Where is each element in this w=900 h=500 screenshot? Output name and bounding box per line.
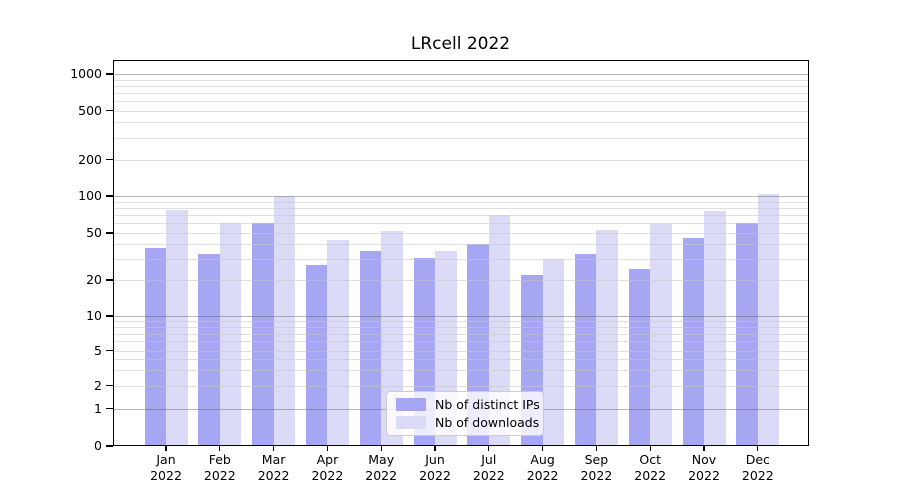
minor-gridline-9 [113,321,809,323]
y-tick-label-10: 10 [86,308,102,323]
minor-gridline-30 [113,259,809,261]
y-tick-label-0: 0 [94,438,102,453]
minor-gridline-900 [113,79,809,81]
x-tick-mark-jan [165,446,167,451]
x-tick-label-mar: Mar 2022 [257,452,290,483]
y-tick-mark-500 [106,109,113,112]
y-tick-label-1000: 1000 [70,66,102,81]
x-tick-mark-jul [488,446,490,451]
minor-gridline-60 [113,223,809,225]
minor-gridline-300 [113,137,809,139]
legend-item-distinct-ips: Nb of distinct IPs [396,397,540,412]
y-tick-label-200: 200 [78,151,102,167]
bar-nb-of-downloads-aug [542,259,565,446]
x-tick-mark-feb [219,446,221,451]
bar-nb-of-distinct-ips-jan [144,248,166,446]
bar-nb-of-downloads-mar [273,196,296,446]
bar-nb-of-downloads-nov [704,210,726,446]
legend: Nb of distinct IPs Nb of downloads [386,391,544,436]
x-tick-label-jul: Jul 2022 [472,452,505,483]
y-tick-mark-0 [106,445,113,447]
y-tick-label-50: 50 [86,225,102,240]
minor-gridline-20 [113,280,809,281]
minor-gridline-600 [113,100,809,102]
bar-nb-of-distinct-ips-oct [628,268,651,446]
bar-nb-of-distinct-ips-may [359,251,382,446]
x-tick-label-jan: Jan 2022 [150,452,182,483]
y-tick-label-500: 500 [78,102,102,118]
legend-label-distinct-ips: Nb of distinct IPs [435,397,540,412]
x-tick-mark-aug [541,446,544,451]
x-tick-label-nov: Nov 2022 [688,452,720,483]
chart-title: LRcell 2022 [410,34,511,54]
major-gridline-1000 [113,74,809,76]
x-tick-mark-nov [703,446,705,451]
y-tick-label-5: 5 [94,342,102,358]
minor-gridline-40 [113,244,809,246]
x-tick-mark-sep [595,446,598,451]
legend-label-downloads: Nb of downloads [435,415,540,430]
minor-gridline-50 [113,233,809,234]
minor-gridline-500 [113,110,809,112]
y-tick-label-1: 1 [94,400,102,416]
minor-gridline-800 [113,85,809,87]
y-tick-label-100: 100 [78,188,102,203]
y-tick-mark-5 [106,349,113,352]
minor-gridline-70 [113,215,809,217]
minor-gridline-200 [113,159,809,161]
x-tick-mark-oct [649,446,651,451]
minor-gridline-8 [113,327,809,329]
y-tick-mark-50 [106,232,113,234]
y-tick-mark-1000 [106,73,113,75]
x-tick-mark-may [380,446,382,451]
minor-gridline-4 [113,359,809,361]
minor-gridline-400 [113,122,809,124]
y-tick-label-2: 2 [94,377,102,393]
legend-item-downloads: Nb of downloads [396,415,539,430]
y-tick-mark-1 [106,407,113,410]
x-tick-mark-dec [757,446,759,451]
bar-nb-of-downloads-jul [488,215,511,446]
minor-gridline-6 [113,341,809,343]
x-tick-mark-apr [326,446,329,451]
minor-gridline-90 [113,201,809,203]
y-tick-mark-200 [106,158,113,161]
x-tick-label-dec: Dec 2022 [741,452,774,483]
x-tick-label-apr: Apr 2022 [311,452,344,483]
bar-nb-of-downloads-dec [757,194,780,446]
major-gridline-100 [113,196,809,198]
x-tick-label-may: May 2022 [365,452,398,483]
major-gridline-10 [113,316,809,318]
x-tick-mark-mar [272,446,275,451]
y-tick-mark-10 [106,315,113,317]
minor-gridline-5 [113,350,809,352]
y-tick-mark-100 [106,195,113,197]
minor-gridline-3 [113,370,809,371]
x-tick-mark-jun [434,446,436,451]
bar-nb-of-downloads-sep [596,229,618,446]
x-tick-label-oct: Oct 2022 [634,452,667,483]
minor-gridline-700 [113,92,809,94]
bar-nb-of-distinct-ips-apr [305,264,328,446]
x-tick-label-feb: Feb 2022 [203,452,236,483]
y-tick-mark-2 [106,384,113,387]
legend-swatch-downloads [396,416,426,429]
bar-nb-of-downloads-apr [327,239,349,446]
minor-gridline-80 [113,207,809,209]
minor-gridline-7 [113,333,809,335]
y-tick-mark-20 [106,279,113,281]
minor-gridline-2 [113,385,809,387]
bar-nb-of-distinct-ips-feb [198,254,220,446]
x-tick-label-aug: Aug 2022 [526,452,559,483]
y-tick-label-20: 20 [86,272,102,287]
bar-nb-of-downloads-oct [650,224,672,446]
bar-nb-of-distinct-ips-sep [574,254,597,446]
legend-swatch-distinct-ips [396,398,426,411]
x-tick-label-jun: Jun 2022 [419,452,451,483]
x-tick-label-sep: Sep 2022 [580,452,613,483]
